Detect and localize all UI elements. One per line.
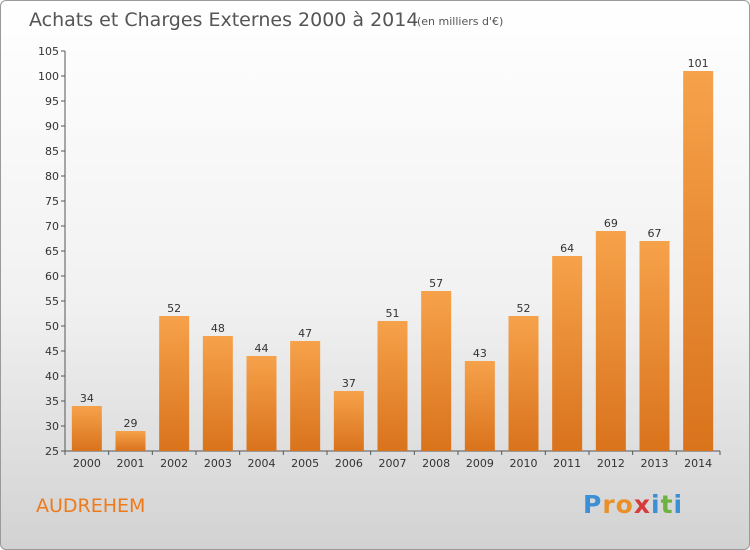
x-axis: 2000 2001 2002 2003 2004 2005 2006 2007 2008 2009… xyxy=(64,450,721,470)
brand-letter: t xyxy=(660,490,674,519)
bar xyxy=(377,321,408,451)
bar xyxy=(552,256,583,451)
y-tick-label: 60 xyxy=(45,270,59,283)
data-label: 47 xyxy=(298,327,312,340)
brand-letter: i xyxy=(651,490,661,519)
bar xyxy=(464,361,495,451)
brand-letter: x xyxy=(633,490,651,519)
data-label: 57 xyxy=(429,277,443,290)
x-tick-label: 2003 xyxy=(204,457,232,470)
y-tick-label: 30 xyxy=(45,420,59,433)
y-axis: 25 30 35 40 45 50 55 60 65 70 75 80 85 90 95 100 105 xyxy=(38,45,66,458)
bar xyxy=(159,316,190,451)
y-tick-label: 65 xyxy=(45,245,59,258)
brand-letter: P xyxy=(583,490,603,519)
bar xyxy=(683,71,714,451)
brand-letter: r xyxy=(602,490,616,519)
x-tick-label: 2013 xyxy=(641,457,669,470)
data-label: 48 xyxy=(211,322,225,335)
bar xyxy=(421,291,452,451)
bar xyxy=(115,431,146,451)
y-tick-label: 70 xyxy=(45,220,59,233)
data-label: 44 xyxy=(255,342,269,355)
data-label: 67 xyxy=(648,227,662,240)
y-tick-label: 40 xyxy=(45,370,59,383)
bar xyxy=(202,336,233,451)
data-label: 69 xyxy=(604,217,618,230)
y-tick-label: 90 xyxy=(45,120,59,133)
x-tick-label: 2000 xyxy=(73,457,101,470)
y-tick-label: 100 xyxy=(38,70,59,83)
x-tick-label: 2001 xyxy=(117,457,145,470)
bar xyxy=(508,316,539,451)
y-tick-label: 50 xyxy=(45,320,59,333)
data-label: 29 xyxy=(124,417,138,430)
y-tick-label: 80 xyxy=(45,170,59,183)
bar xyxy=(246,356,277,451)
data-label: 43 xyxy=(473,347,487,360)
commune-name: AUDREHEM xyxy=(36,495,146,517)
x-tick-label: 2012 xyxy=(597,457,625,470)
x-tick-label: 2014 xyxy=(684,457,712,470)
y-tick-label: 85 xyxy=(45,145,59,158)
data-label: 51 xyxy=(386,307,400,320)
x-tick-label: 2004 xyxy=(248,457,276,470)
bar xyxy=(333,391,364,451)
x-tick-label: 2009 xyxy=(466,457,494,470)
x-tick-label: 2006 xyxy=(335,457,363,470)
y-tick-label: 95 xyxy=(45,95,59,108)
data-label: 52 xyxy=(167,302,181,315)
x-tick-label: 2007 xyxy=(379,457,407,470)
brand-letter: i xyxy=(673,490,684,519)
bar xyxy=(290,341,321,451)
y-tick-label: 55 xyxy=(45,295,59,308)
y-tick-label: 25 xyxy=(45,445,59,458)
y-tick-label: 45 xyxy=(45,345,59,358)
y-tick-label: 35 xyxy=(45,395,59,408)
data-label: 64 xyxy=(560,242,574,255)
x-tick-label: 2011 xyxy=(553,457,581,470)
y-tick-label: 105 xyxy=(38,45,59,58)
x-tick-label: 2010 xyxy=(510,457,538,470)
x-tick-label: 2008 xyxy=(422,457,450,470)
chart-subtitle: (en milliers d'€) xyxy=(417,15,503,28)
bar xyxy=(639,241,670,451)
data-label: 52 xyxy=(517,302,531,315)
y-tick-label: 75 xyxy=(45,195,59,208)
x-tick-label: 2005 xyxy=(291,457,319,470)
brand-logo: Proxiti xyxy=(583,490,683,519)
x-tick-label: 2002 xyxy=(160,457,188,470)
data-label: 37 xyxy=(342,377,356,390)
data-label: 101 xyxy=(688,57,709,70)
bar xyxy=(71,406,102,451)
bars: 34 29 52 48 44 47 37 51 57 43 52 64 69 67 101 xyxy=(71,57,714,451)
chart-title: Achats et Charges Externes 2000 à 2014 xyxy=(29,9,418,31)
brand-letter: o xyxy=(615,490,634,519)
data-label: 34 xyxy=(80,392,94,405)
bar xyxy=(595,231,626,451)
